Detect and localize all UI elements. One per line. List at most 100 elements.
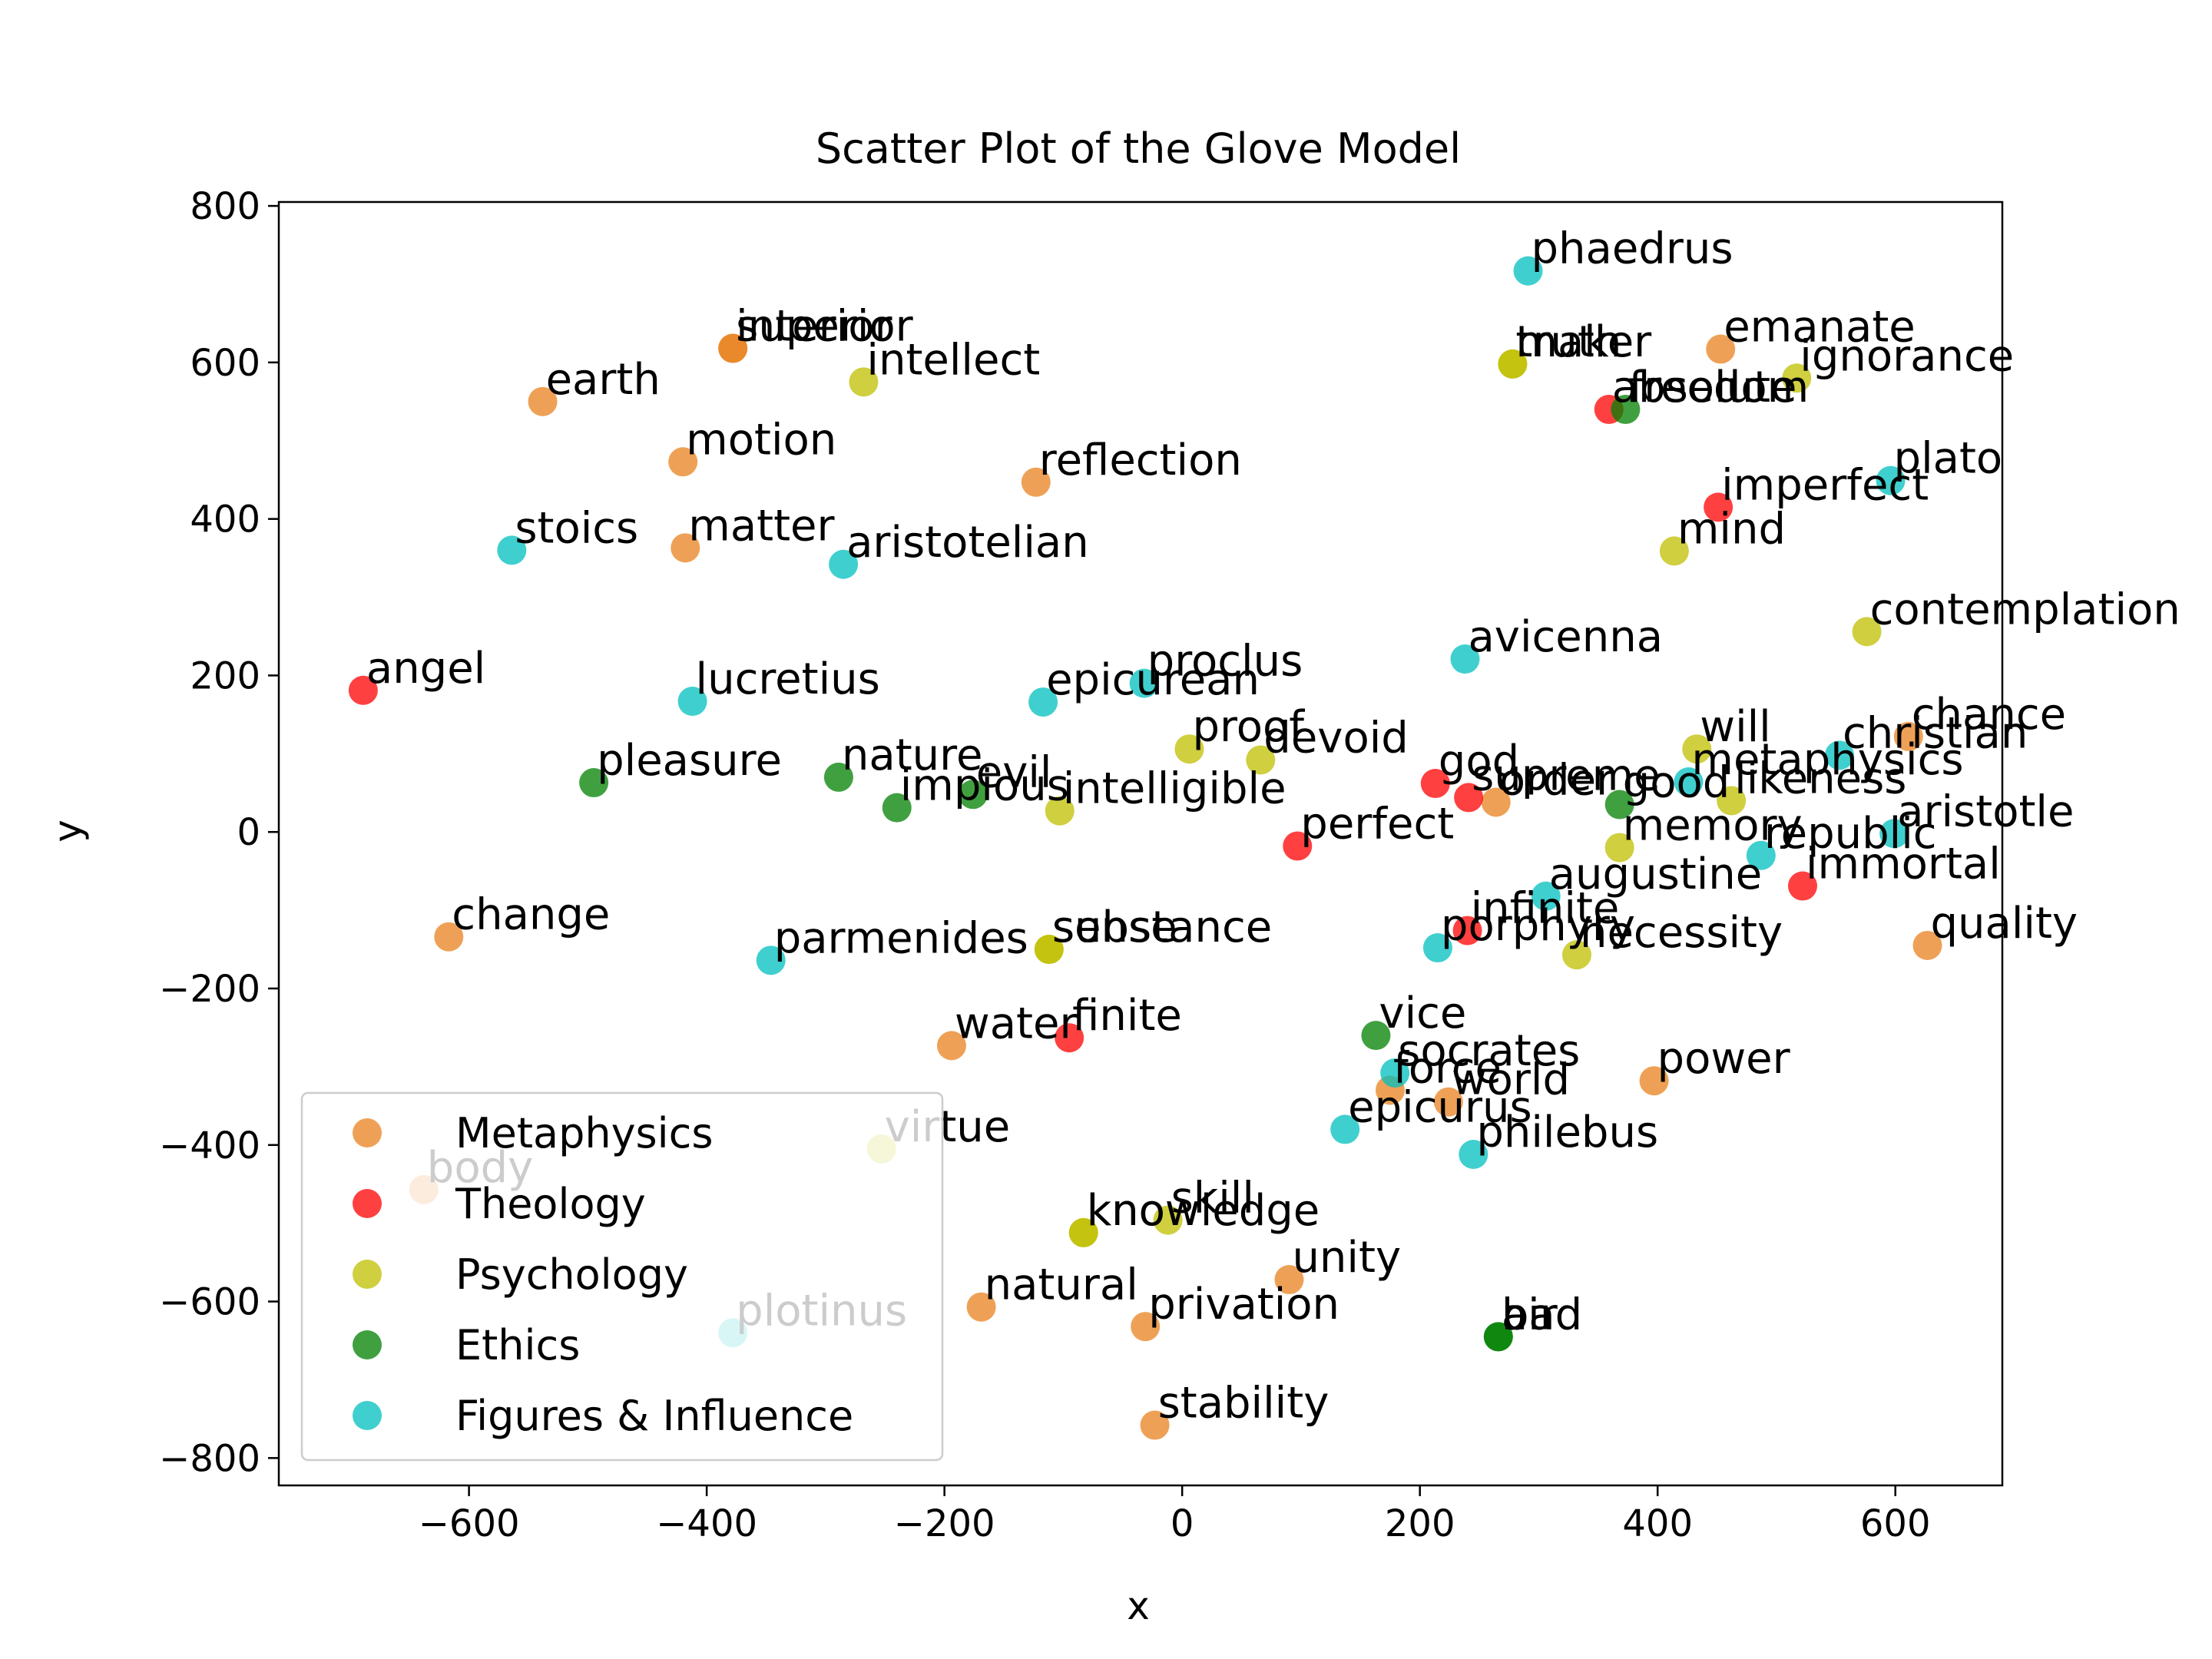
legend-label: Ethics — [455, 1321, 580, 1369]
data-point-label: unity — [1292, 1233, 1401, 1283]
data-point — [829, 549, 859, 579]
data-point — [677, 687, 707, 717]
x-tick-label: −600 — [419, 1502, 520, 1545]
data-point-label: know — [1087, 1186, 1200, 1236]
data-point-label: skill — [1171, 1174, 1254, 1224]
data-point — [1274, 1265, 1304, 1295]
data-point-label: metaphysics — [1691, 735, 1963, 785]
data-point — [1639, 1066, 1669, 1096]
data-point-label: change — [452, 890, 610, 940]
y-tick-label: 400 — [190, 498, 260, 541]
data-point — [1879, 819, 1909, 849]
x-axis-label: x — [1127, 1584, 1150, 1628]
data-point — [1153, 1205, 1183, 1235]
y-tick-label: 800 — [190, 185, 260, 228]
data-point-label: natural — [985, 1260, 1138, 1310]
data-point — [497, 535, 527, 565]
data-point-label: aristotle — [1897, 786, 2074, 836]
data-point — [1561, 940, 1591, 970]
legend-marker — [353, 1330, 382, 1359]
data-point — [958, 780, 988, 810]
data-point — [1498, 349, 1528, 379]
data-point — [671, 533, 700, 563]
data-point-label: motion — [686, 415, 836, 465]
data-point — [1433, 1087, 1463, 1117]
legend-box — [300, 1091, 944, 1462]
data-point-label: freedom — [1628, 363, 1809, 412]
data-point — [1782, 363, 1812, 393]
data-point-label: maker — [1515, 317, 1652, 367]
data-point-label: air — [1502, 1290, 1558, 1339]
legend-marker — [353, 1118, 382, 1147]
data-point-label: privation — [1148, 1280, 1339, 1330]
data-point — [1876, 465, 1906, 495]
data-point-label: evil — [976, 747, 1052, 797]
data-point-label: likeness — [1734, 753, 1906, 803]
data-point-label: superior — [736, 302, 914, 352]
data-point — [1028, 687, 1058, 717]
data-point — [1459, 1140, 1488, 1170]
x-tick-label: 600 — [1860, 1502, 1931, 1545]
y-tick-label: 600 — [190, 342, 260, 385]
data-point — [579, 768, 609, 798]
data-point — [1704, 492, 1734, 522]
data-point-label: finite — [1072, 991, 1182, 1041]
data-point — [1055, 1023, 1084, 1053]
data-point — [1604, 790, 1634, 820]
data-point-label: proof — [1192, 702, 1305, 752]
data-point-label: proclus — [1147, 637, 1303, 687]
data-point-label: phaedrus — [1532, 224, 1734, 274]
data-point-label: christian — [1843, 708, 2028, 758]
data-point-label: force — [1393, 1043, 1502, 1093]
data-point-label: power — [1657, 1034, 1791, 1084]
data-point — [434, 922, 464, 952]
data-point — [1611, 395, 1641, 425]
legend: Metaphysics Theology Psychology Ethics Figur… — [300, 1091, 944, 1462]
chart-title: Scatter Plot of the Glove Model — [816, 124, 1461, 173]
data-point-label: memory — [1623, 801, 1803, 851]
legend-label: Metaphysics — [455, 1109, 714, 1157]
data-point-label: contemplation — [1870, 584, 2181, 634]
data-point-label: epicurus — [1348, 1082, 1532, 1132]
x-tick-label: 0 — [1171, 1502, 1194, 1545]
data-point-label: truth — [1515, 317, 1621, 367]
data-point — [1330, 1114, 1360, 1144]
data-point — [936, 1031, 966, 1061]
data-point-label: impious — [900, 761, 1069, 811]
data-point — [1604, 833, 1634, 863]
legend-marker — [353, 1189, 382, 1218]
data-point — [1513, 256, 1543, 286]
data-point — [1912, 930, 1942, 960]
data-point — [1068, 1217, 1098, 1247]
data-point-label: angel — [366, 644, 485, 694]
data-point-label: world — [1452, 1055, 1570, 1105]
data-point-label: interior — [736, 302, 892, 352]
x-axis-ticks: −600 −400 −200 0 200 400 600 — [419, 1485, 1931, 1545]
y-tick-label: −200 — [159, 968, 260, 1011]
data-point-label: earth — [546, 355, 661, 405]
data-point-label: philebus — [1476, 1108, 1658, 1157]
y-axis-ticks: 800 600 400 200 0 −200 −400 −600 −800 — [159, 185, 279, 1480]
data-point — [1706, 334, 1736, 364]
data-point-label: knowledge — [1087, 1186, 1320, 1236]
legend-label: Theology — [455, 1180, 646, 1228]
y-tick-label: −400 — [159, 1124, 260, 1167]
data-point-label: porphyry — [1441, 901, 1635, 951]
data-point — [1131, 1312, 1161, 1342]
data-point — [1021, 467, 1051, 497]
data-point-label: aristotelian — [846, 518, 1089, 568]
data-point — [1361, 1021, 1391, 1051]
data-point-label: devoid — [1263, 713, 1409, 763]
data-point — [1380, 1058, 1410, 1088]
data-point — [1824, 740, 1854, 770]
y-tick-label: 200 — [190, 654, 260, 697]
data-point-label: epicurean — [1046, 655, 1260, 705]
data-point-label: stability — [1158, 1379, 1330, 1429]
data-point-label: nature — [842, 730, 983, 780]
data-point — [1454, 783, 1484, 813]
data-point-label: perfect — [1300, 800, 1454, 849]
data-point-label: avicenna — [1468, 612, 1663, 662]
data-point — [1717, 786, 1747, 816]
data-point-label: ignorance — [1800, 331, 2014, 381]
